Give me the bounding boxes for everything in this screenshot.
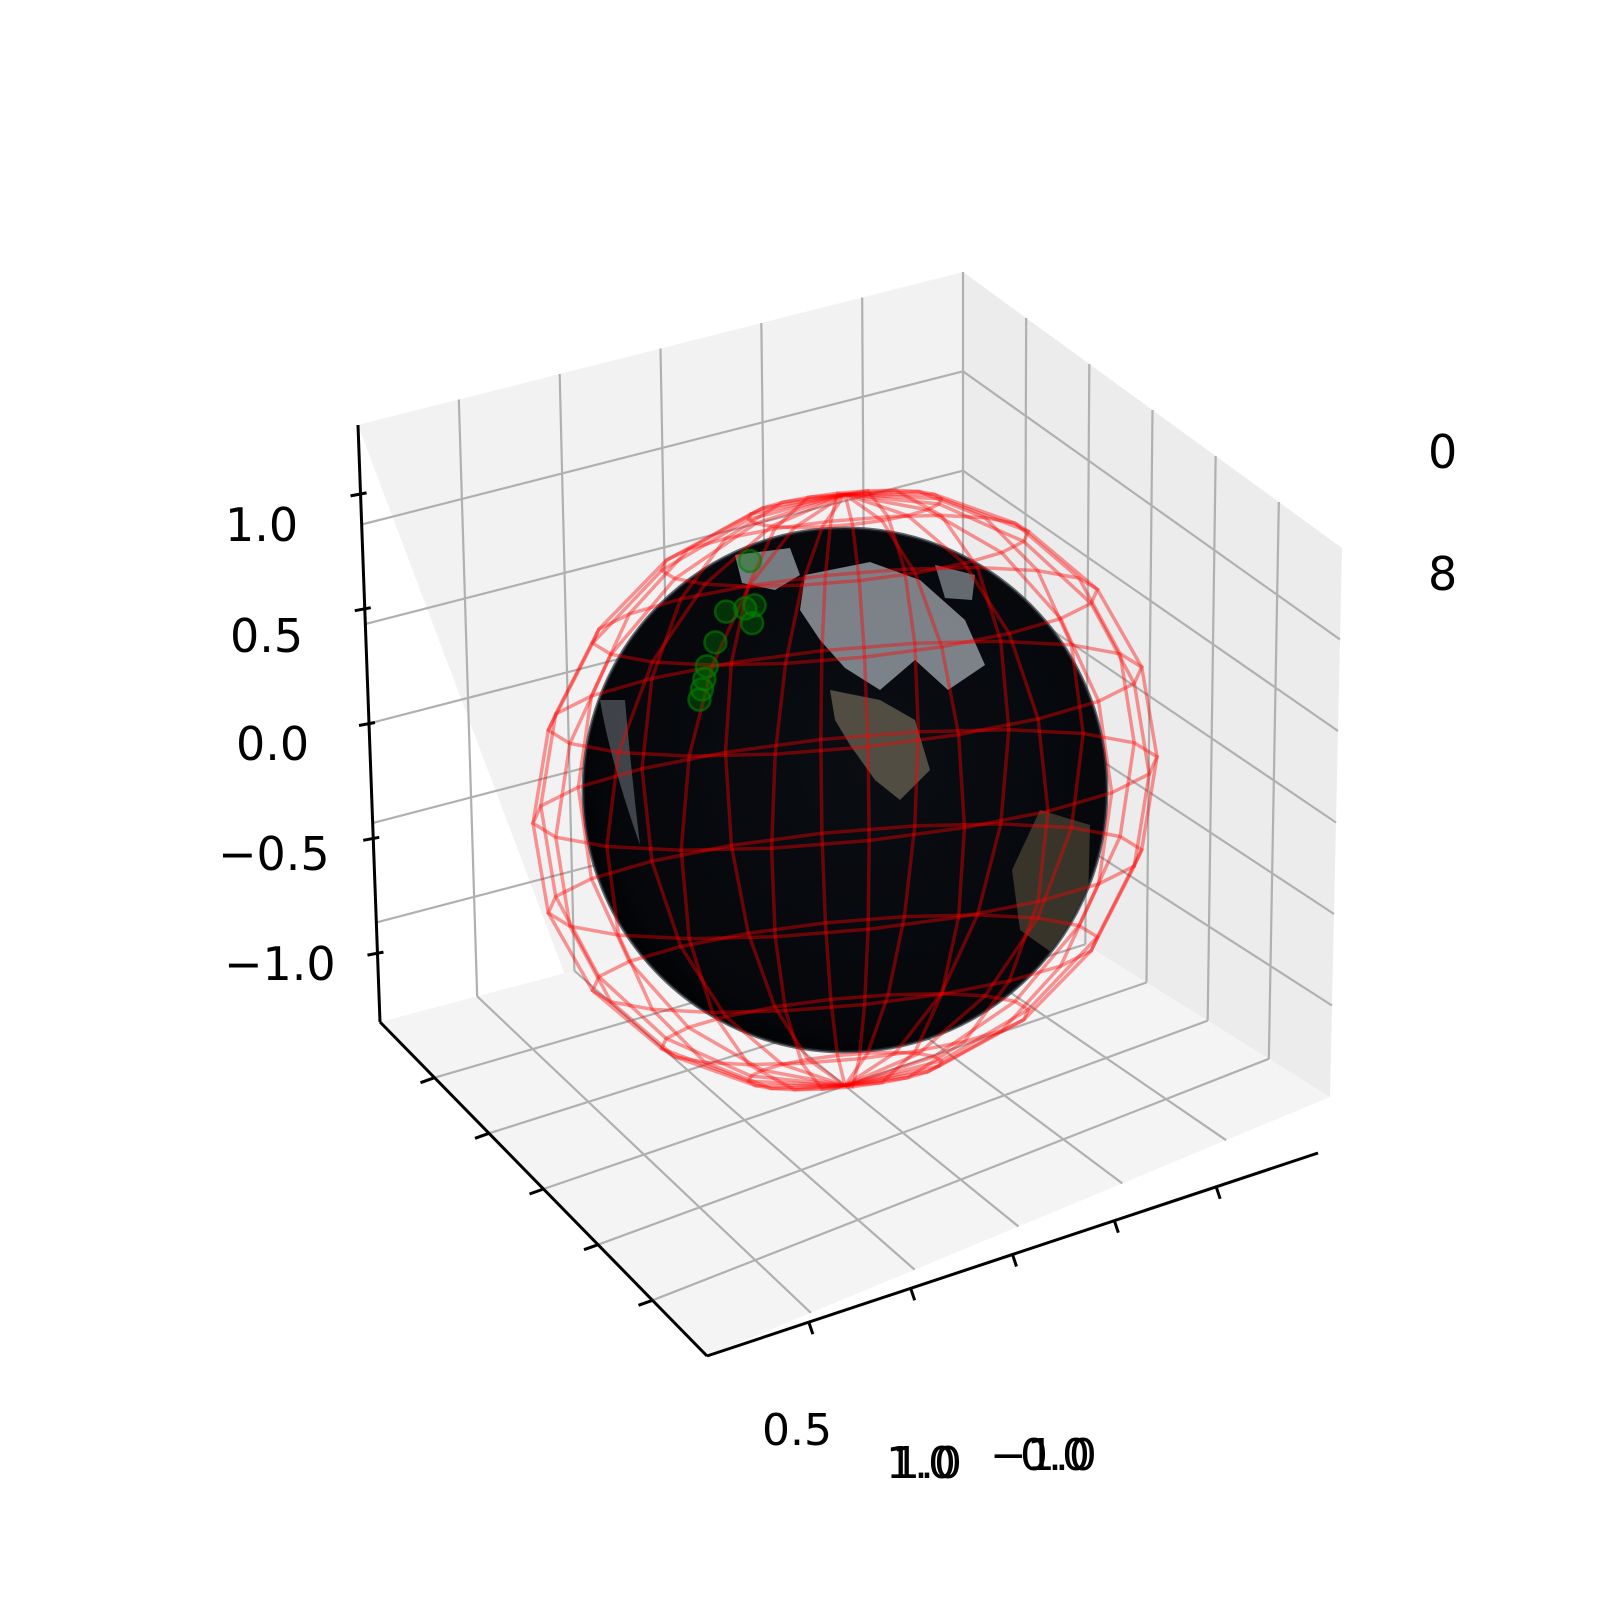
axis-ticks <box>350 491 1222 1335</box>
wireframe-meridian <box>554 492 846 1088</box>
x-axis-tick <box>419 1076 436 1085</box>
wireframe-latitude <box>530 727 1160 853</box>
wireframe-meridian <box>844 488 1011 1087</box>
scatter-point <box>703 630 728 655</box>
wireframe-latitude <box>659 991 1031 1067</box>
z-axis-tick <box>350 491 367 498</box>
wireframe-sphere <box>530 488 1160 1092</box>
wireframe-meridian <box>769 493 847 1091</box>
x-tick-label-fragment: 0.5 <box>762 1405 832 1456</box>
wireframe-latitude <box>590 913 1100 1015</box>
wireframe-meridian <box>576 492 846 1088</box>
floor-pane <box>380 868 1330 1356</box>
right-tick-fragment: 0 <box>1428 425 1457 479</box>
wireframe-meridian <box>679 493 846 1092</box>
y-axis-tick <box>1011 1254 1018 1267</box>
scatter-point <box>713 599 739 624</box>
z-axis-tick <box>362 835 380 842</box>
z-axis-tick <box>354 606 372 613</box>
z-tick-label-3: 0.0 <box>236 717 309 771</box>
earth-landmass <box>600 548 1090 955</box>
wireframe-meridian <box>819 491 847 1086</box>
wireframe-meridian <box>605 492 846 1091</box>
x-tick-label-fragment: 1.0 <box>892 1438 962 1489</box>
z-tick-label-5: −1.0 <box>224 937 336 991</box>
wireframe-latitude <box>746 488 944 530</box>
grid-line <box>652 1057 1270 1302</box>
x-axis-tick <box>528 1187 545 1196</box>
y-axis-tick <box>807 1321 815 1335</box>
wireframe-meridian <box>640 492 846 1088</box>
z-tick-label-4: −0.5 <box>218 827 330 881</box>
z-tick-label-1: 1.0 <box>225 498 298 552</box>
y-tick-label-fragment: 0.0 <box>1020 1430 1090 1481</box>
x-axis-tick <box>474 1131 490 1140</box>
y-axis-tick <box>1112 1220 1120 1234</box>
wireframe-meridian <box>844 492 1159 1088</box>
wireframe-latitude <box>590 565 1100 667</box>
scatter-point <box>739 610 765 636</box>
x-tick-label-fragment: 1.0 <box>886 1438 956 1489</box>
scatter-point <box>687 687 712 712</box>
wireframe-meridian <box>723 492 847 1087</box>
scatter-point <box>737 548 763 574</box>
wireframe-meridian <box>531 492 846 1088</box>
wireframe-meridian <box>539 492 846 1088</box>
right-tick-fragment: 8 <box>1428 547 1457 601</box>
wireframe-latitude <box>659 513 1031 589</box>
z-axis-tick <box>358 721 376 727</box>
wireframe-meridian <box>844 492 1114 1088</box>
wireframe-meridian <box>843 494 871 1089</box>
wireframe-meridian <box>844 492 1151 1088</box>
z-tick-label-2: 0.5 <box>230 609 303 663</box>
wireframe-meridian <box>844 489 1085 1088</box>
wireframe-meridian <box>844 492 1136 1088</box>
y-tick-label-fragment: −1.0 <box>990 1430 1097 1481</box>
wireframe-meridian <box>844 492 1050 1088</box>
scatter-series <box>687 548 767 712</box>
scatter-point <box>733 596 758 621</box>
z-axis-tick <box>367 950 384 957</box>
x-axis-tick <box>637 1298 654 1307</box>
scatter-point <box>742 593 767 618</box>
y-axis-tick <box>909 1287 917 1301</box>
wireframe-meridian <box>843 493 967 1088</box>
wireframe-meridian <box>843 489 921 1087</box>
x-axis-tick <box>583 1243 599 1252</box>
wireframe-latitude <box>546 822 1144 941</box>
y-axis-tick <box>1214 1186 1222 1200</box>
wireframe-latitude <box>546 639 1144 758</box>
wireframe-latitude <box>746 1050 944 1092</box>
earth-sphere <box>581 526 1109 1054</box>
